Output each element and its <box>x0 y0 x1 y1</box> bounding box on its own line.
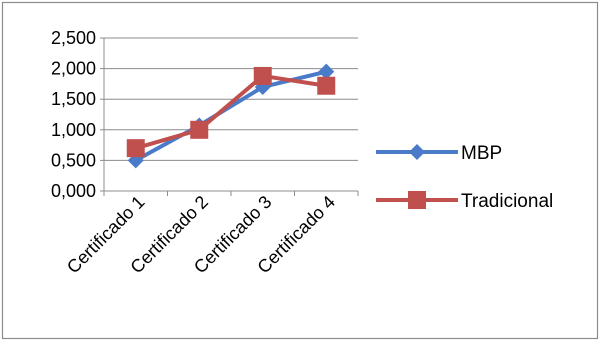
legend-marker <box>409 144 425 160</box>
legend-marker <box>408 191 426 209</box>
y-tick-label: 0,000 <box>51 181 96 201</box>
data-point <box>190 120 209 139</box>
legend-entry: MBP <box>376 143 502 164</box>
y-tick-label: 2,000 <box>51 59 96 79</box>
data-point <box>126 139 145 158</box>
legend-entry: Tradicional <box>376 191 553 212</box>
y-tick-label: 2,500 <box>51 28 96 48</box>
data-point <box>318 63 335 80</box>
data-point <box>253 66 272 85</box>
series-tradicional <box>126 66 336 158</box>
y-tick-label: 0,500 <box>51 150 96 170</box>
y-tick-labels: 0,000 0,500 1,000 1,500 2,000 2,500 <box>51 28 96 201</box>
y-tick-label: 1,500 <box>51 89 96 109</box>
legend-label: Tradicional <box>461 191 553 212</box>
legend-label: MBP <box>461 143 502 164</box>
legend: MBP Tradicional <box>376 143 553 212</box>
axes <box>100 37 359 196</box>
series-line <box>135 73 327 151</box>
y-tick-label: 1,000 <box>51 120 96 140</box>
data-point <box>317 76 336 95</box>
series <box>126 63 336 169</box>
gridlines <box>104 37 358 161</box>
